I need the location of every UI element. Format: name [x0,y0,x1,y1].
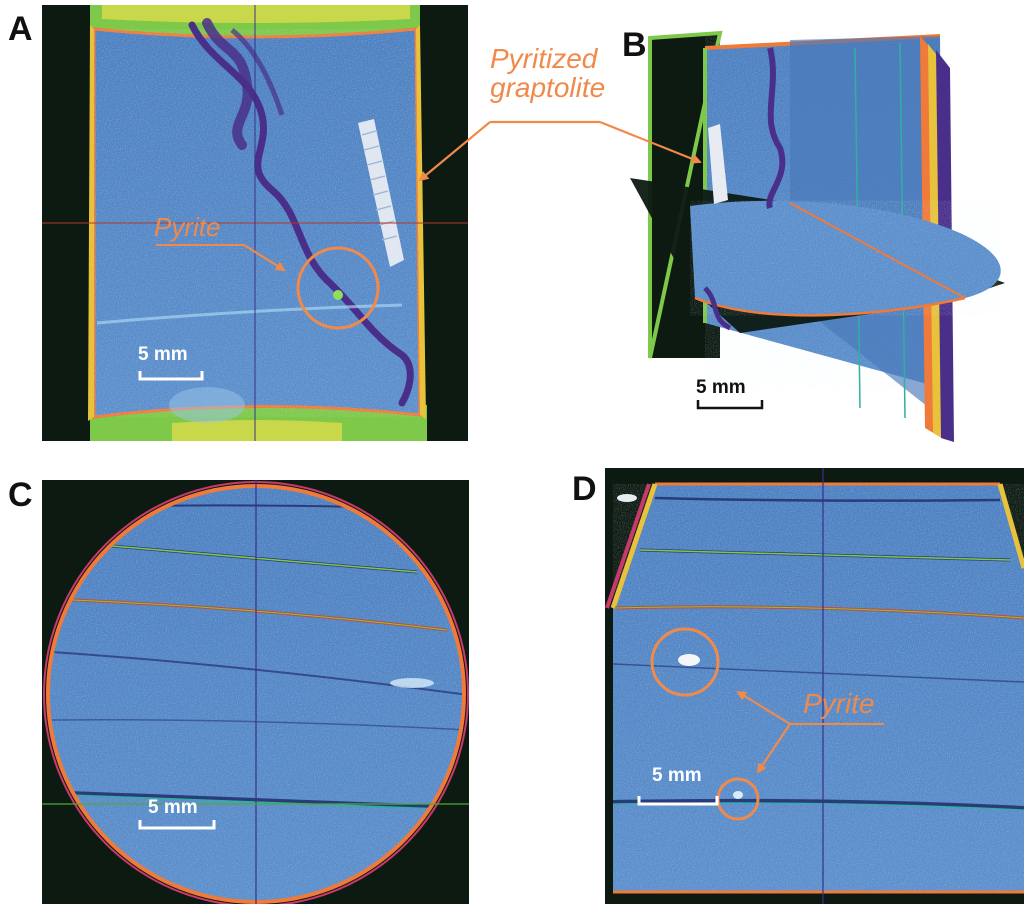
panel-d-ct-slice [605,468,1024,904]
panel-a-label: A [8,10,33,48]
panel-b-3d-render [630,30,1005,442]
pyritized-label-line2: graptolite [490,71,606,103]
pyrite-label-d: Pyrite [803,688,875,719]
panel-a-scale-label: 5 mm [138,344,188,365]
pyritized-graptolite-label: Pyritized graptolite [490,43,606,103]
panel-b-label: B [622,26,647,64]
panel-c-label: C [8,476,33,514]
panel-a: 5 mm [42,5,468,441]
pyrite-label-a: Pyrite [154,212,221,242]
panel-a-ct-image [42,5,468,441]
panel-d-label: D [572,470,597,508]
panel-d: 5 mm [605,468,1024,904]
panel-d-scale-label: 5 mm [652,765,702,786]
panel-c-scale-label: 5 mm [148,797,198,818]
pyritized-label-line1: Pyritized [490,43,598,74]
panel-b: 5 mm [620,28,1026,448]
panel-b-scale-label: 5 mm [696,377,746,398]
panel-c-ct-slice [42,480,469,904]
panel-c: 5 mm [42,480,469,904]
